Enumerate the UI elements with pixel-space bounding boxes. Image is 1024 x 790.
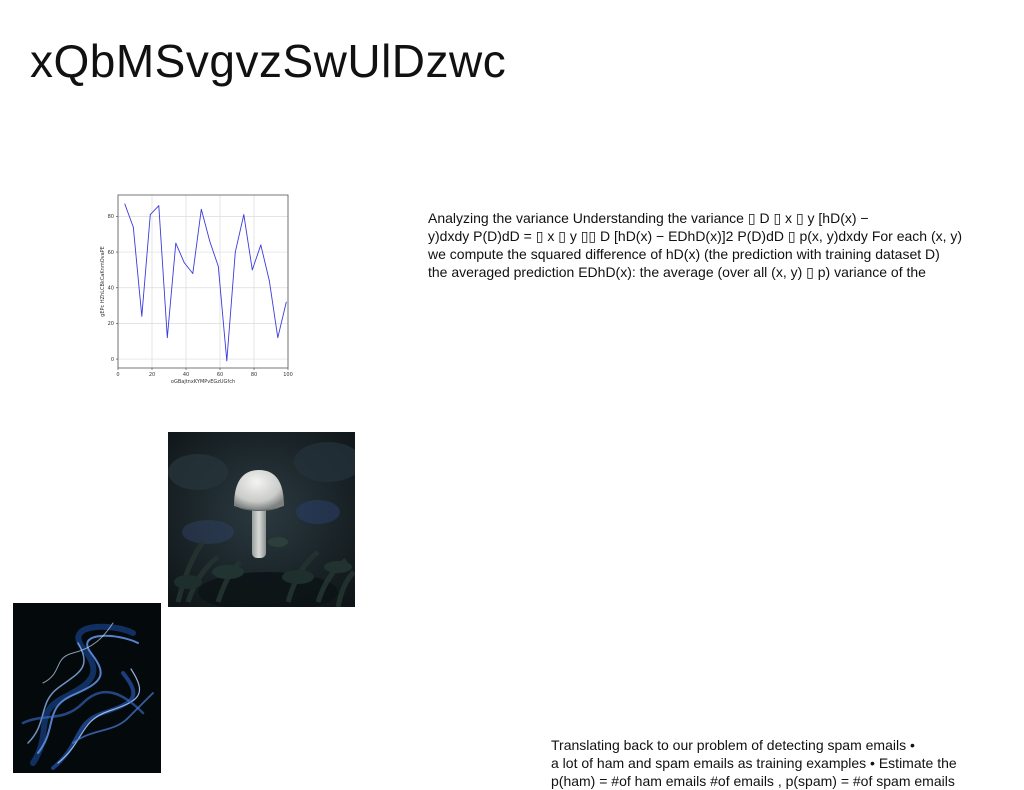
data-point <box>217 265 219 267</box>
x-tick-label: 80 <box>251 372 257 378</box>
data-point <box>175 242 177 244</box>
smoke-photo <box>13 603 161 773</box>
y-tick-label: 80 <box>108 214 114 220</box>
x-tick-label: 0 <box>116 372 119 378</box>
body-line: y)dxdy P(D)dD = ▯ x ▯ y ▯▯ D [hD(x) − ED… <box>428 228 963 244</box>
bottom-line: Translating back to our problem of detec… <box>551 737 915 753</box>
data-point <box>132 226 134 228</box>
data-point <box>251 269 253 271</box>
data-point <box>124 203 126 205</box>
data-point <box>285 301 287 303</box>
data-point <box>158 205 160 207</box>
data-point <box>234 251 236 253</box>
body-line: Analyzing the variance Understanding the… <box>428 210 869 226</box>
data-point <box>268 280 270 282</box>
data-point <box>243 214 245 216</box>
data-point <box>141 315 143 317</box>
x-tick-label: 100 <box>283 372 293 378</box>
body-line: the averaged prediction EDhD(x): the ave… <box>428 264 926 280</box>
x-tick-label: 40 <box>183 372 189 378</box>
mushroom-photo <box>168 432 355 607</box>
data-point <box>209 240 211 242</box>
plot-frame <box>117 194 289 369</box>
line-chart-svg: 0 20 40 60 80 100 0 20 40 60 80 oGBajtnxKYMPvEGzUGf… <box>100 194 293 385</box>
y-tick-label: 0 <box>111 357 114 363</box>
data-point <box>166 337 168 339</box>
series-line <box>124 203 287 362</box>
data-point <box>277 337 279 339</box>
slide-title: xQbMSvgvzSwUlDzwc <box>30 35 507 87</box>
y-tick-label: 40 <box>108 286 114 292</box>
bottom-line: p(ham) = #of ham emails #of emails , p(s… <box>551 773 955 789</box>
data-point <box>200 208 202 210</box>
data-point <box>149 214 151 216</box>
y-tick-label: 60 <box>108 250 114 256</box>
x-axis-label: oGBajtnxKYMPvEGzUGfch <box>171 379 235 385</box>
data-point <box>260 244 262 246</box>
body-text: Analyzing the variance Understanding the… <box>428 209 1022 281</box>
data-point <box>226 360 228 362</box>
data-point <box>192 273 194 274</box>
body-line: we compute the squared difference of hD(… <box>428 246 940 262</box>
x-tick-label: 60 <box>217 372 223 378</box>
y-tick-label: 20 <box>108 321 114 327</box>
line-chart: 0 20 40 60 80 100 0 20 40 60 80 oGBajtnxKYMPvEGzUGf… <box>98 188 298 388</box>
bottom-text: Translating back to our problem of detec… <box>551 736 1021 790</box>
y-axis-label: gEPc HZhLCBkCaKnmOvaPE <box>100 246 106 317</box>
bottom-line: a lot of ham and spam emails as training… <box>551 755 957 771</box>
data-point <box>183 262 185 264</box>
x-tick-label: 20 <box>149 372 155 378</box>
